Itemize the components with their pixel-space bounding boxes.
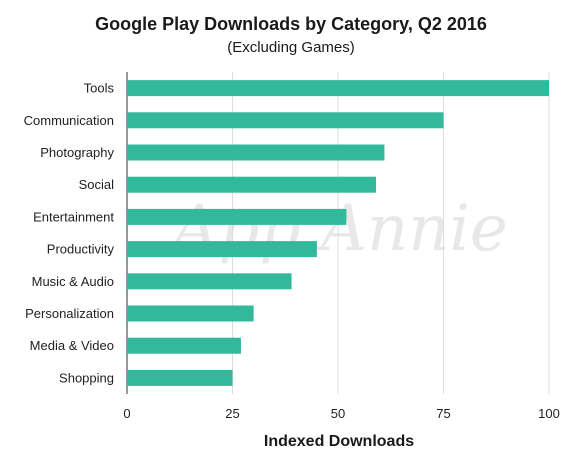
- category-label: Productivity: [47, 242, 115, 257]
- category-label: Media & Video: [30, 338, 114, 353]
- x-tick-label: 50: [331, 406, 345, 421]
- category-label: Photography: [40, 145, 114, 160]
- bar-entertainment: [127, 208, 347, 225]
- category-label: Social: [79, 177, 115, 192]
- bars: [127, 80, 549, 386]
- x-tick-label: 25: [225, 406, 239, 421]
- bar-tools: [127, 80, 549, 97]
- bar-media-video: [127, 337, 241, 354]
- category-label: Communication: [24, 113, 114, 128]
- category-label: Music & Audio: [32, 274, 114, 289]
- category-labels: Tools Communication Photography Social Enter…: [24, 81, 115, 386]
- category-label: Entertainment: [33, 209, 114, 224]
- bar-personalization: [127, 305, 254, 322]
- bar-photography: [127, 144, 385, 161]
- chart-subtitle: (Excluding Games): [227, 39, 355, 56]
- chart-title: Google Play Downloads by Category, Q2 20…: [95, 14, 487, 34]
- category-label: Personalization: [25, 306, 114, 321]
- x-tick-label: 75: [436, 406, 450, 421]
- x-axis-title: Indexed Downloads: [264, 433, 414, 450]
- x-tick-label: 0: [123, 406, 130, 421]
- bar-shopping: [127, 369, 233, 386]
- x-tick-label: 100: [538, 406, 560, 421]
- category-label: Tools: [84, 81, 115, 96]
- bar-communication: [127, 112, 444, 129]
- bar-productivity: [127, 241, 317, 258]
- bar-social: [127, 176, 376, 193]
- x-tick-labels: 0 25 50 75 100: [123, 406, 559, 421]
- category-label: Shopping: [59, 370, 114, 385]
- bar-music-audio: [127, 273, 292, 290]
